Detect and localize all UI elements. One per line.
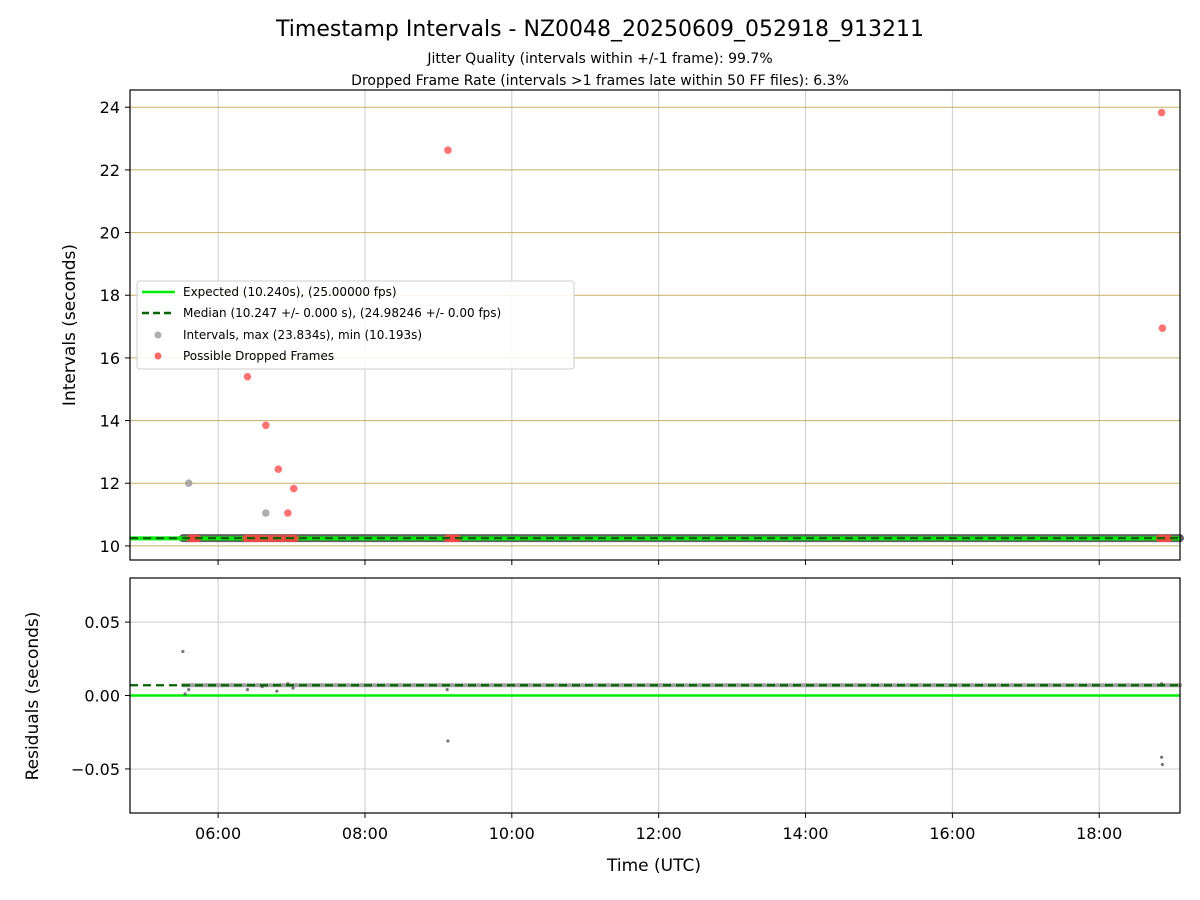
y-tick-label: 14: [100, 412, 120, 431]
interval-point: [183, 692, 187, 696]
legend-median-label: Median (10.247 +/- 0.000 s), (24.98246 +…: [183, 306, 501, 320]
dropped-frame-point: [243, 372, 252, 381]
y-tick-label: 20: [100, 224, 120, 243]
y-tick-label: 16: [100, 349, 120, 368]
y-tick-label: 0.00: [84, 687, 120, 706]
interval-point: [275, 689, 279, 693]
legend: Expected (10.240s), (25.00000 fps) Media…: [136, 280, 575, 370]
legend-expected-label: Expected (10.240s), (25.00000 fps): [183, 285, 397, 299]
dropped-frame-point: [1157, 108, 1166, 117]
interval-point: [1160, 762, 1164, 767]
x-tick-label: 06:00: [195, 824, 241, 843]
interval-point: [184, 479, 193, 488]
interval-point: [187, 688, 191, 692]
intervals-y-axis-label: Intervals (seconds): [60, 244, 80, 406]
x-tick-label: 12:00: [636, 824, 682, 843]
dropped-frame-point: [291, 534, 300, 543]
y-tick-label: 18: [100, 286, 120, 305]
intervals-plot-frame: [129, 89, 1181, 561]
legend-intervals-label: Intervals, max (23.834s), min (10.193s): [183, 328, 422, 342]
x-tick-label: 16:00: [929, 824, 975, 843]
y-tick-label: 0.05: [84, 613, 120, 632]
chart-subtitle-jitter: Jitter Quality (intervals within +/-1 fr…: [426, 51, 772, 67]
interval-point: [1160, 755, 1164, 759]
interval-point: [446, 739, 450, 743]
legend-box: [136, 280, 575, 370]
intervals-panel: 10 12 14 16 18 20 22 24 Intervals (seconds) Exp…: [60, 89, 1184, 565]
x-tick-label: 14:00: [782, 824, 828, 843]
interval-point: [262, 509, 270, 517]
x-axis-label: Time (UTC): [606, 856, 701, 876]
legend-intervals-swatch: [154, 331, 162, 339]
dropped-frame-point: [289, 484, 298, 493]
interval-point: [291, 686, 295, 690]
interval-point: [445, 688, 449, 692]
x-tick-label: 08:00: [342, 824, 388, 843]
y-tick-label: 10: [100, 537, 120, 556]
y-tick-label: −0.05: [71, 760, 120, 779]
dropped-frame-point: [1158, 324, 1167, 332]
x-tick-label: 18:00: [1076, 824, 1122, 843]
chart-title: Timestamp Intervals - NZ0048_20250609_05…: [275, 17, 924, 42]
interval-point: [245, 688, 250, 692]
dropped-frame-point: [1165, 534, 1173, 543]
dropped-frame-point: [444, 146, 452, 154]
chart-subtitle-dropped: Dropped Frame Rate (intervals >1 frames …: [351, 73, 849, 89]
x-tick-label: 10:00: [489, 824, 535, 843]
dropped-frame-point: [274, 465, 283, 473]
dropped-frame-point: [262, 421, 270, 430]
dropped-frame-point: [284, 509, 292, 517]
y-tick-label: 24: [100, 98, 120, 117]
residuals-panel: 0.05 0.00 −0.05 06:00 08:00 10:00 12:00 14:00 1…: [23, 577, 1182, 876]
residuals-y-axis-label: Residuals (seconds): [23, 612, 43, 781]
interval-point: [181, 649, 185, 654]
y-tick-label: 12: [100, 474, 120, 493]
y-tick-label: 22: [100, 161, 120, 180]
legend-dropped-label: Possible Dropped Frames: [183, 349, 334, 363]
legend-dropped-swatch: [154, 352, 162, 360]
